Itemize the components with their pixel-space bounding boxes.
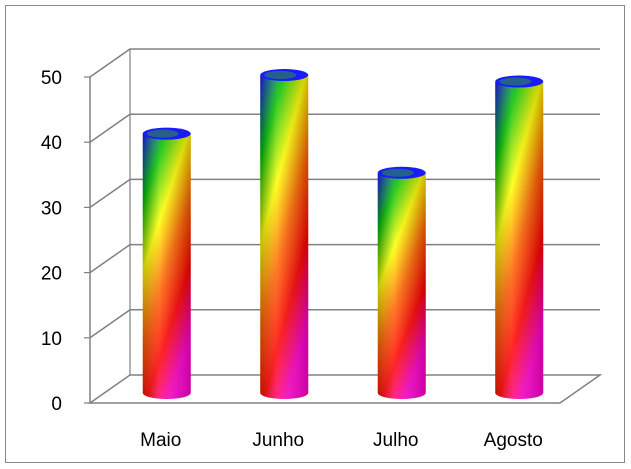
bar-shading [260, 75, 309, 399]
bar-agosto [495, 75, 544, 400]
y-tick-label: 20 [41, 264, 62, 285]
y-tick-label: 40 [41, 133, 62, 154]
y-tick-label: 30 [41, 198, 62, 219]
x-category-label: Junho [252, 430, 304, 451]
bar-cap-highlight [264, 71, 297, 79]
y-tick-label: 0 [51, 394, 62, 415]
bar-shading [142, 133, 191, 399]
bar-cap-highlight [499, 77, 532, 86]
bars-group [142, 69, 544, 400]
floor-plane [87, 374, 603, 404]
y-axis-ticks: 0 10 20 30 40 50 [41, 68, 90, 415]
y-tick-label: 10 [41, 329, 62, 350]
x-category-label: Agosto [484, 430, 543, 451]
bar-junho [260, 69, 309, 399]
gridline [89, 309, 600, 339]
bar-shading [377, 172, 426, 399]
bar-julho [377, 166, 426, 399]
bar-cap-highlight [146, 129, 179, 138]
bar-shading [495, 81, 544, 400]
gridline [89, 243, 600, 274]
bar-cap-highlight [381, 168, 414, 177]
x-axis-labels: Maio Junho Julho Agosto [140, 430, 543, 451]
gridline [89, 113, 600, 143]
x-category-label: Julho [373, 430, 418, 451]
gridlines [89, 48, 600, 339]
gridline [89, 48, 600, 78]
gridline [89, 178, 600, 209]
y-tick-label: 50 [41, 68, 62, 89]
chart-walls [87, 49, 603, 404]
x-category-label: Maio [140, 430, 181, 451]
bar-maio [142, 127, 191, 399]
